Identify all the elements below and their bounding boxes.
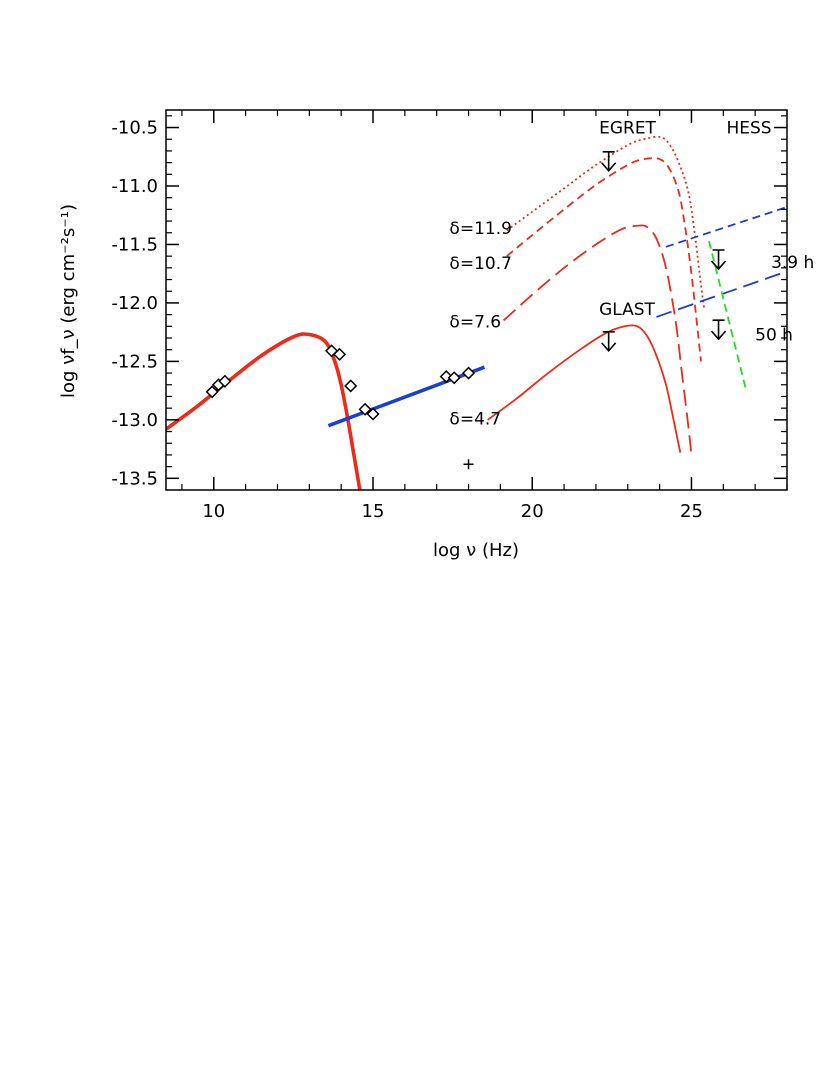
data-point-diamond <box>344 379 358 393</box>
data-point-diamond <box>461 366 476 380</box>
series-line-2 <box>506 135 706 309</box>
curve-label: δ=7.6 <box>449 313 501 333</box>
data-point-diamond <box>447 371 461 385</box>
x-axis-label: log ν (Hz) <box>433 540 519 561</box>
y-tick-label: -13.5 <box>111 468 158 489</box>
annotation-label: HESS <box>726 119 771 139</box>
plot-area <box>166 135 787 490</box>
axes: 10 15 20 25 -10.5 -11.0 -11.5 -12.0 -12.5 -13.0 -1… <box>111 109 788 522</box>
upper-limit-arrow <box>601 150 617 172</box>
series-line-4 <box>502 224 693 456</box>
y-axis-label: log νf_ν (erg cm⁻²s⁻¹) <box>58 204 79 398</box>
y-tick-label: -11.0 <box>111 176 158 197</box>
y-tick-label: -10.5 <box>111 118 158 139</box>
x-tick-label: 10 <box>202 501 225 522</box>
y-tick-label: -12.5 <box>111 351 158 372</box>
y-tick-label: -13.0 <box>111 410 158 431</box>
upper-limit-arrow <box>710 249 727 271</box>
data-point-diamond <box>218 374 232 388</box>
data-point-diamond <box>333 347 347 361</box>
annotation-label: 50 h <box>755 325 793 345</box>
annotation-label: 3.9 h <box>771 253 814 273</box>
curve-label: δ=4.7 <box>449 410 501 430</box>
data-point-diamond <box>358 402 372 416</box>
upper-limit-arrow <box>601 331 617 353</box>
upper-limit-arrow <box>710 319 727 341</box>
annotation-label: GLAST <box>599 300 655 320</box>
y-tick-label: -12.0 <box>111 293 158 314</box>
cross-point-marker <box>463 459 474 470</box>
series-line-3 <box>506 157 702 362</box>
curve-label: δ=10.7 <box>449 254 512 274</box>
series-line-6 <box>665 206 787 248</box>
data-point-diamond <box>366 407 380 421</box>
plot-frame <box>165 109 788 491</box>
annotation-label: EGRET <box>599 119 656 139</box>
data-point-diamond <box>439 370 453 384</box>
y-tick-label: -11.5 <box>111 234 158 255</box>
curve-label: δ=11.9 <box>449 219 512 239</box>
x-tick-label: 20 <box>521 501 544 522</box>
series-line-5 <box>487 324 682 453</box>
plot-overlay: EGRET HESS GLAST 3.9 h 50 h δ=11.9 δ=10.7 δ=7.6… <box>205 119 814 470</box>
data-point-diamond <box>325 344 339 358</box>
x-tick-label: 25 <box>680 501 703 522</box>
data-point-diamond <box>205 385 219 399</box>
x-tick-label: 15 <box>362 501 385 522</box>
